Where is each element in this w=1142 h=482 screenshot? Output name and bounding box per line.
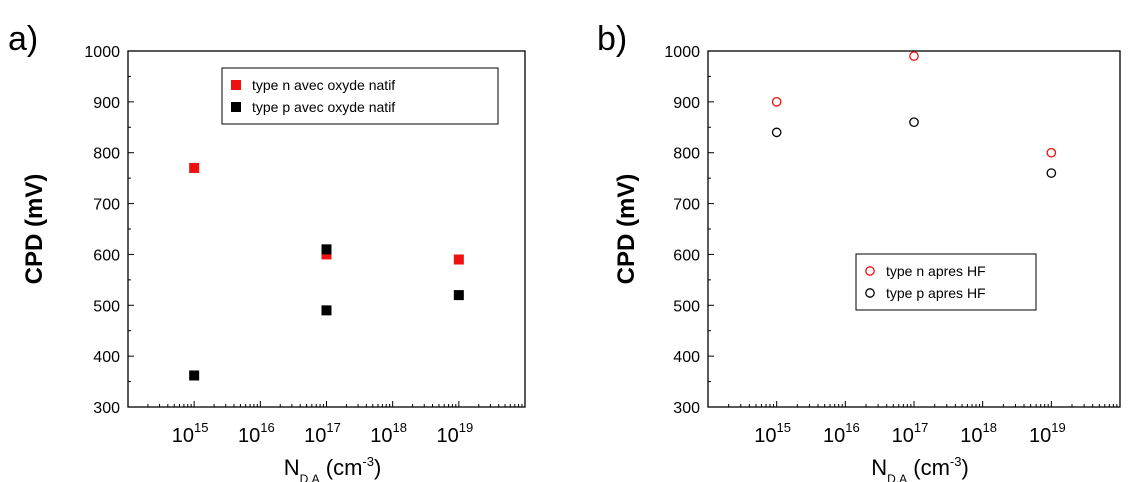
legend-label: type p apres HF [886,285,986,301]
data-point [771,97,782,107]
legend-marker [865,288,875,298]
x-tick-label: 1016 [238,420,275,447]
series-2 [771,117,1057,178]
data-point [189,162,200,173]
x-tick-label: 1019 [436,420,473,447]
legend: type n apres HF type p apres HF [855,253,1037,311]
series-1 [189,162,464,265]
y-tick-label: 300 [673,400,700,417]
panel-label: b) [597,20,627,58]
legend-box [855,253,1037,311]
legend-box [221,67,499,125]
plot-frame [707,50,1121,408]
y-tick-label: 700 [673,197,700,214]
legend: type n avec oxyde natif type p avec oxyde… [221,67,499,125]
y-tick-label: 1000 [664,44,700,61]
legend-marker [231,80,241,90]
panel-label: a) [8,20,38,58]
y-tick-label: 800 [673,146,700,163]
x-tick-label: 1015 [172,420,209,447]
series-2 [189,244,464,381]
data-point [1046,168,1057,178]
y-tick-label: 300 [93,400,120,417]
y-tick-label: 1000 [84,44,120,61]
legend-label: type n apres HF [886,263,986,279]
data-point [909,117,919,128]
y-tick-label: 400 [93,349,120,366]
y-axis-label: CPD (mV) [21,174,48,285]
x-axis-label: ND,A (cm-3) [871,454,969,482]
x-axis-label: ND,A (cm-3) [284,454,382,482]
y-axis-label: CPD (mV) [613,174,640,285]
data-point [321,244,332,255]
y-tick-label: 500 [93,298,120,315]
data-point [189,370,200,381]
chart-panel-2: b) 300 400 500 600 700 800 900 1000 1015 1016 1017 1… [597,20,1121,482]
series-1 [771,51,1057,158]
chart-panel-1: a) 300 400 500 600 700 800 900 1000 1015 1016 1017 1… [8,20,526,482]
data-point [321,305,332,316]
x-tick-label: 1016 [823,420,860,447]
y-tick-label: 800 [93,146,120,163]
data-point [321,249,332,260]
y-tick-label: 600 [93,247,120,264]
data-point [453,254,464,265]
data-point [1046,147,1057,158]
y-tick-label: 400 [673,349,700,366]
data-point [453,290,464,301]
data-point [909,51,919,61]
legend-label: type p avec oxyde natif [252,99,395,115]
legend-marker [865,266,875,276]
x-tick-label: 1018 [370,420,407,447]
legend-label: type n avec oxyde natif [252,77,395,93]
y-tick-label: 600 [673,247,700,264]
y-tick-label: 700 [93,197,120,214]
legend-marker [231,102,241,112]
y-tick-label: 500 [673,298,700,315]
x-tick-label: 1017 [892,420,929,447]
x-tick-label: 1015 [754,420,791,447]
x-tick-label: 1018 [960,420,997,447]
data-point [771,127,782,138]
y-tick-label: 900 [93,95,120,112]
x-tick-label: 1017 [304,420,341,447]
y-tick-label: 900 [673,95,700,112]
x-tick-label: 1019 [1029,420,1066,447]
